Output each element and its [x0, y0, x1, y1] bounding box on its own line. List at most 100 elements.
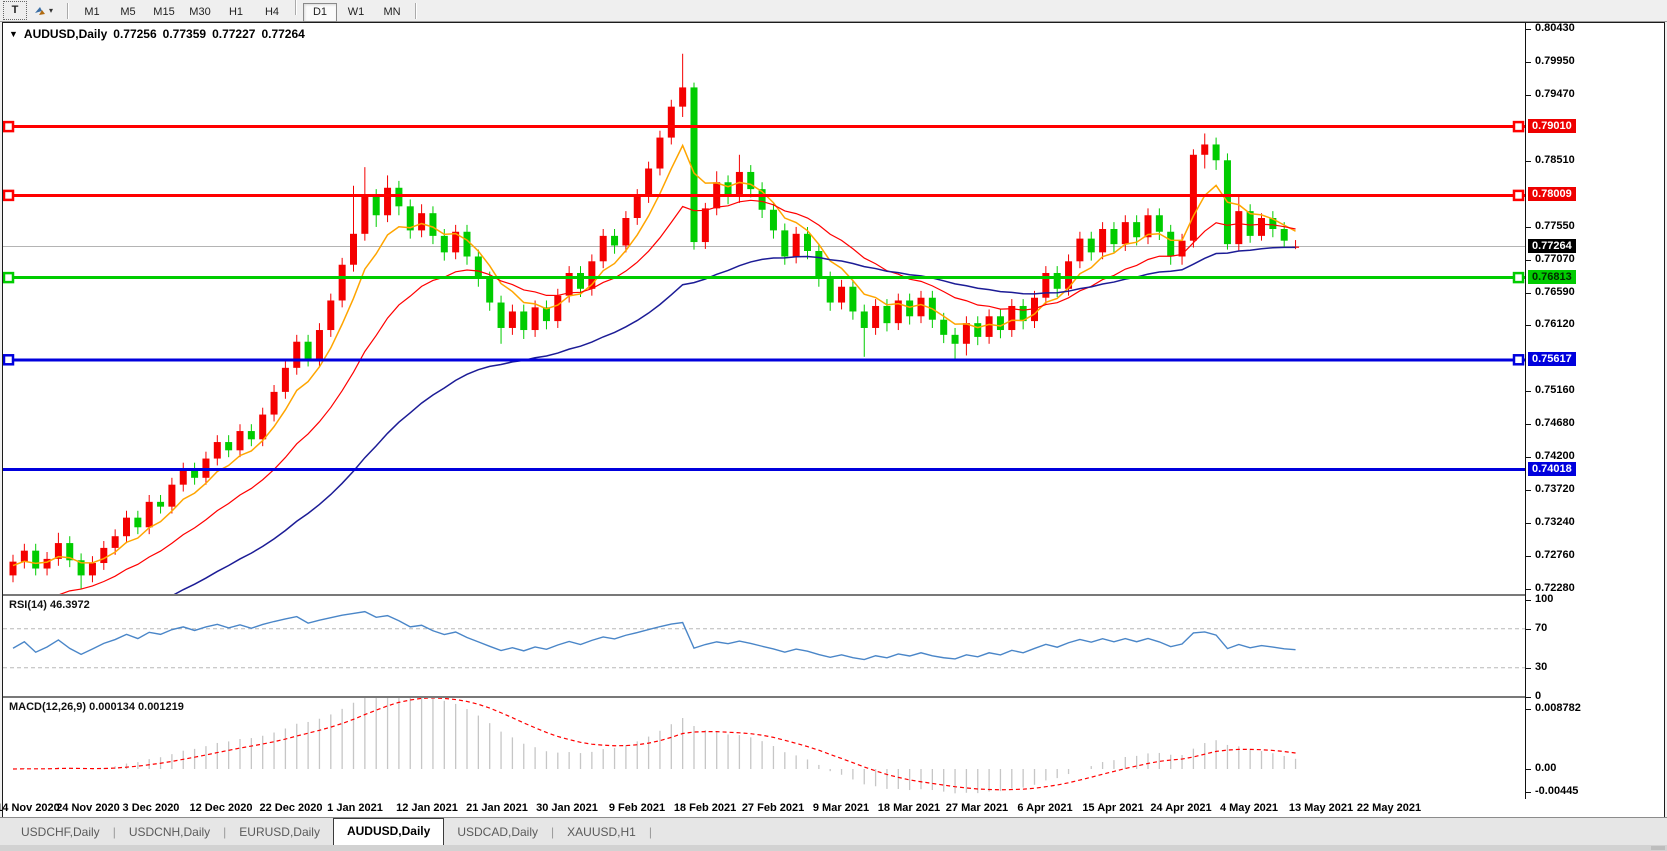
price-axis-tick — [1526, 523, 1531, 525]
candle-body — [236, 431, 244, 451]
timeframe-button-m30[interactable]: M30 — [189, 6, 211, 18]
candle-body — [1258, 218, 1265, 236]
candle-body — [77, 560, 85, 576]
candle-body — [667, 106, 675, 138]
line-handle[interactable] — [1512, 271, 1525, 284]
candle-body — [781, 230, 789, 257]
panel-divider[interactable] — [3, 696, 1664, 698]
line-handle[interactable] — [3, 189, 15, 202]
price-axis-tick — [1526, 457, 1531, 459]
candle-body — [872, 305, 880, 328]
candle-body — [1031, 297, 1038, 322]
candle-body — [542, 307, 550, 322]
date-label: 4 May 2021 — [1219, 802, 1279, 814]
date-label: 22 Dec 2020 — [259, 802, 323, 814]
date-label: 21 Jan 2021 — [466, 802, 528, 814]
line-handle[interactable] — [3, 120, 15, 133]
date-label: 1 Jan 2021 — [327, 802, 383, 814]
line-handle[interactable] — [3, 354, 15, 366]
price-axis-tick — [1526, 29, 1531, 30]
candle-body — [633, 196, 641, 219]
time-axis[interactable]: 14 Nov 2020 24 Nov 2020 3 Dec 2020 12 Dec 2… — [0, 800, 1525, 818]
rsi-scale-tick — [1526, 599, 1531, 601]
macd-pane[interactable] — [3, 698, 1525, 798]
chart-tab-xauusd-h1[interactable]: XAUUSD,H1 — [567, 825, 636, 839]
chart-tab-eurusd-daily[interactable]: EURUSD,Daily — [239, 825, 320, 839]
date-label: 15 Apr 2021 — [1082, 802, 1144, 814]
candle-body — [202, 458, 210, 478]
candle-body — [497, 302, 505, 328]
candle-body — [599, 235, 607, 262]
panel-divider[interactable] — [3, 594, 1664, 596]
rsi-pane[interactable] — [3, 596, 1525, 696]
candle-body — [656, 137, 664, 169]
price-axis-label: 0.76590 — [1535, 285, 1575, 298]
candle-body — [315, 330, 323, 360]
candle-body — [134, 517, 142, 528]
chart-tab-usdchf-daily[interactable]: USDCHF,Daily — [21, 825, 100, 839]
candle-body — [100, 547, 108, 564]
moving-average-line[interactable] — [13, 246, 1296, 594]
price-chart-pane[interactable] — [3, 23, 1525, 594]
timeframe-button-mn[interactable]: MN — [383, 6, 401, 18]
timeframe-button-m1[interactable]: M1 — [84, 6, 100, 18]
date-label: 14 Nov 2020 — [0, 802, 60, 814]
resize-grip[interactable] — [1651, 846, 1665, 850]
timeframe-button-m5[interactable]: M5 — [120, 6, 136, 18]
candle-body — [735, 171, 743, 197]
candle-body — [588, 261, 596, 289]
candle-body — [463, 231, 471, 257]
candle-body — [191, 469, 199, 478]
rsi-scale-tick — [1526, 628, 1531, 630]
chart-window: ▼ AUDUSD,Daily 0.77256 0.77359 0.77227 0… — [0, 22, 1665, 819]
line-handle[interactable] — [3, 271, 15, 284]
timeframe-button-h4[interactable]: H4 — [264, 6, 280, 18]
macd-scale-tick — [1526, 792, 1531, 793]
date-label: 18 Mar 2021 — [877, 802, 941, 814]
line-handle[interactable] — [1512, 354, 1525, 366]
chart-tab-audusd-daily[interactable]: AUDUSD,Daily — [332, 818, 445, 845]
candle-body — [1280, 229, 1288, 241]
candle-body — [304, 341, 312, 360]
moving-average-line[interactable] — [13, 199, 1296, 594]
candle-body — [940, 319, 948, 335]
chart-tab-usdcad-daily[interactable]: USDCAD,Daily — [457, 825, 539, 839]
arrow-objects-icon — [35, 6, 45, 15]
price-axis-tick — [1526, 226, 1531, 228]
tab-separator: | — [648, 825, 652, 839]
line-handle[interactable] — [1512, 120, 1525, 133]
candle-body — [350, 233, 357, 265]
price-axis-badge: 0.76813 — [1528, 269, 1576, 284]
candle-body — [962, 323, 970, 344]
candle-body — [1019, 305, 1027, 322]
rsi-scale-label: 100 — [1535, 592, 1554, 605]
price-axis-badge: 0.77264 — [1528, 238, 1576, 253]
candle-body — [577, 272, 584, 289]
candle-body — [88, 563, 96, 576]
price-axis-tick — [1526, 424, 1531, 426]
candle-body — [281, 367, 289, 392]
chart-tab-usdcnh-daily[interactable]: USDCNH,Daily — [128, 825, 211, 839]
tab-separator: | — [551, 825, 555, 839]
timeframe-button-d1[interactable]: D1 — [303, 3, 337, 22]
timeframe-button-m15[interactable]: M15 — [153, 6, 175, 18]
candle-body — [418, 213, 426, 231]
collapse-arrow-icon[interactable]: ▼ — [9, 29, 18, 39]
arrow-objects-button[interactable]: ▾ — [29, 1, 61, 20]
toolbar-separator — [415, 2, 417, 19]
macd-scale-label: 0.00 — [1535, 762, 1557, 774]
moving-average-line[interactable] — [12, 143, 1296, 567]
timeframe-button-h1[interactable]: H1 — [228, 6, 244, 18]
candle-body — [361, 196, 369, 234]
candle-body — [826, 278, 834, 303]
candle-body — [327, 300, 335, 331]
price-axis[interactable]: 0.80430 0.79950 0.79470 0.78510 0.77550 0.770… — [1525, 22, 1664, 799]
candle-body — [123, 517, 130, 537]
candle-body — [429, 213, 437, 236]
text-tool-button[interactable]: T — [3, 1, 27, 20]
timeframe-button-w1[interactable]: W1 — [347, 6, 365, 18]
candle-body — [1008, 305, 1016, 331]
price-axis-badge: 0.75617 — [1528, 351, 1576, 366]
candle-body — [213, 442, 221, 459]
line-handle[interactable] — [1512, 189, 1525, 202]
